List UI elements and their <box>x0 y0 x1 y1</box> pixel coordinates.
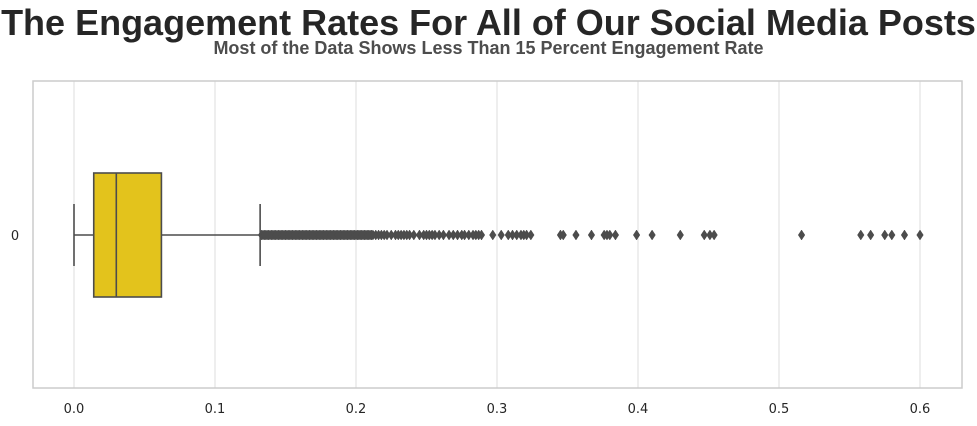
y-axis-ticks: 0 <box>11 229 19 244</box>
outlier-point <box>632 229 641 241</box>
iqr-box <box>92 172 163 298</box>
x-tick-label: 0.1 <box>205 402 226 417</box>
outlier-point <box>676 229 684 241</box>
outlier-point <box>888 229 896 241</box>
outlier-point <box>867 229 875 241</box>
outlier-point <box>439 229 448 241</box>
x-axis-ticks: 0.0 0.1 0.2 0.3 0.4 0.5 0.6 <box>64 402 931 417</box>
plot-frame <box>32 80 963 389</box>
outlier-point <box>611 229 620 241</box>
outlier-point <box>587 229 596 241</box>
x-tick-label: 0.0 <box>64 402 85 417</box>
x-tick-label: 0.5 <box>769 402 790 417</box>
outlier-point <box>881 229 889 241</box>
x-tick-label: 0.2 <box>346 402 367 417</box>
chart-title: The Engagement Rates For All of Our Soci… <box>1 2 976 43</box>
outlier-point <box>477 229 486 241</box>
outlier-point <box>916 229 924 241</box>
x-tick-label: 0.6 <box>910 402 931 417</box>
outlier-point <box>497 229 505 241</box>
outlier-point <box>900 229 909 241</box>
y-tick-label: 0 <box>11 229 19 244</box>
outlier-point <box>710 229 718 241</box>
outlier-point <box>857 229 865 241</box>
x-tick-label: 0.3 <box>487 402 508 417</box>
outlier-group <box>257 229 924 241</box>
outlier-point <box>797 229 806 241</box>
outlier-point <box>648 229 656 241</box>
chart-subtitle: Most of the Data Shows Less Than 15 Perc… <box>213 38 764 58</box>
outlier-point <box>559 229 567 241</box>
box-group <box>73 172 261 298</box>
outlier-point <box>606 229 614 241</box>
outlier-point <box>572 229 580 241</box>
outlier-point <box>489 229 497 241</box>
outlier-point <box>527 229 535 241</box>
x-tick-label: 0.4 <box>628 402 649 417</box>
outlier-point <box>410 229 418 241</box>
outlier-point <box>700 229 708 241</box>
